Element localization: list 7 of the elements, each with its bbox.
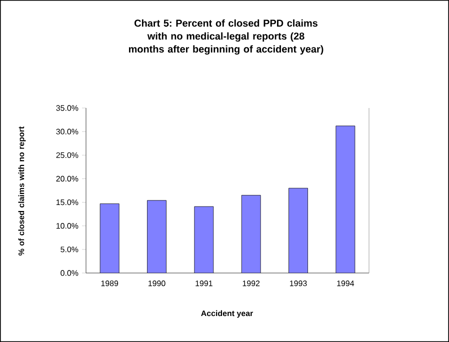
bar — [147, 200, 166, 273]
bar — [100, 204, 120, 273]
bar — [288, 188, 308, 273]
bar — [242, 195, 261, 273]
bar — [194, 206, 214, 273]
bar — [336, 126, 356, 273]
chart-title: Chart 5: Percent of closed PPD claims with no medical-legal reports (28 months after beginning of accident year) — [128, 19, 324, 55]
